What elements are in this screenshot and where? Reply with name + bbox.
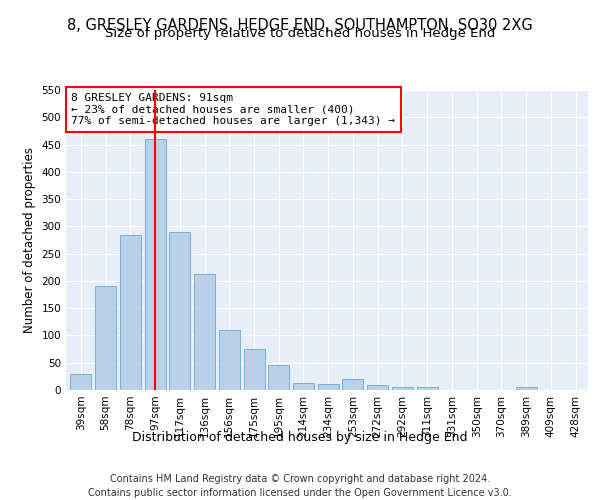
Bar	[268, 365, 289, 390]
Bar	[145, 139, 166, 390]
Bar	[244, 349, 265, 390]
Bar	[367, 384, 388, 390]
Bar	[392, 388, 413, 390]
Bar	[70, 374, 91, 390]
Text: Distribution of detached houses by size in Hedge End: Distribution of detached houses by size …	[132, 431, 468, 444]
Bar	[219, 330, 240, 390]
Text: Contains HM Land Registry data © Crown copyright and database right 2024.
Contai: Contains HM Land Registry data © Crown c…	[88, 474, 512, 498]
Text: 8, GRESLEY GARDENS, HEDGE END, SOUTHAMPTON, SO30 2XG: 8, GRESLEY GARDENS, HEDGE END, SOUTHAMPT…	[67, 18, 533, 32]
Y-axis label: Number of detached properties: Number of detached properties	[23, 147, 36, 333]
Bar	[194, 274, 215, 390]
Bar	[169, 232, 190, 390]
Bar	[120, 234, 141, 390]
Text: Size of property relative to detached houses in Hedge End: Size of property relative to detached ho…	[105, 28, 495, 40]
Bar	[95, 286, 116, 390]
Bar	[515, 388, 536, 390]
Text: 8 GRESLEY GARDENS: 91sqm
← 23% of detached houses are smaller (400)
77% of semi-: 8 GRESLEY GARDENS: 91sqm ← 23% of detach…	[71, 93, 395, 126]
Bar	[293, 383, 314, 390]
Bar	[318, 384, 339, 390]
Bar	[343, 378, 364, 390]
Bar	[416, 388, 438, 390]
